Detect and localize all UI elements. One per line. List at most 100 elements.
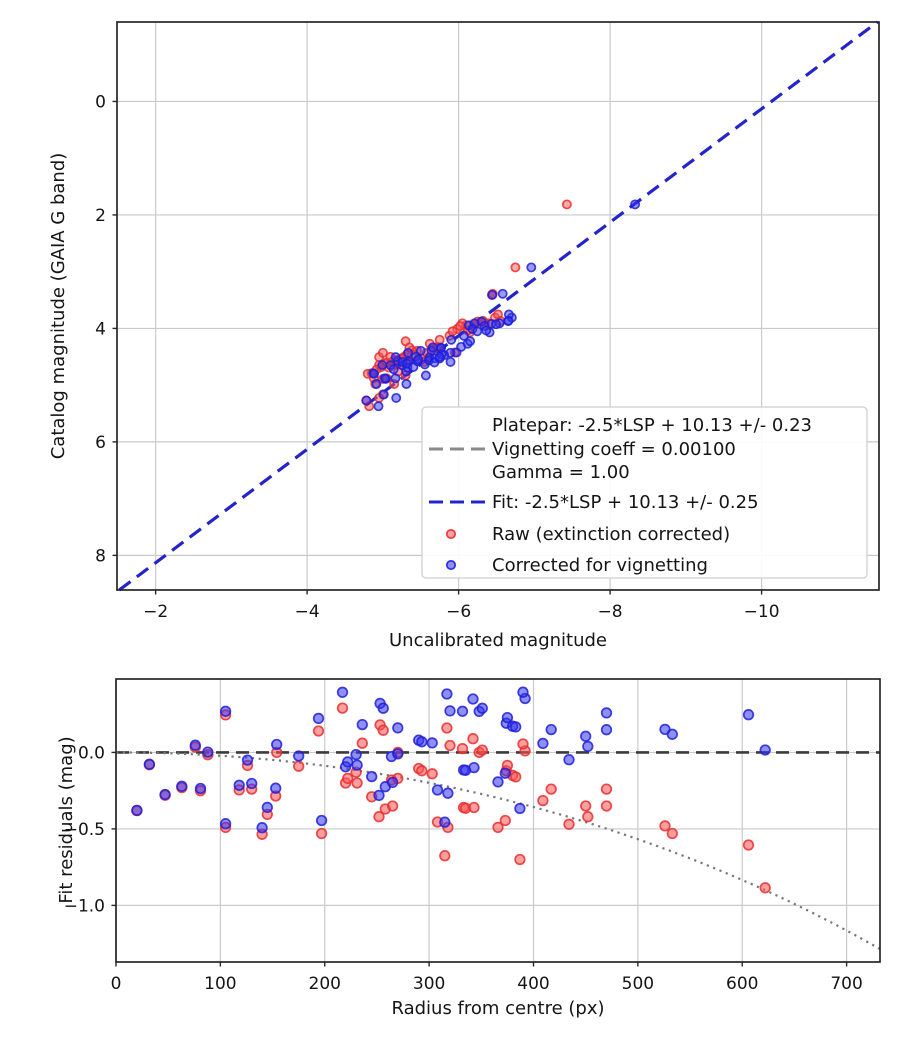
x-tick-label: 500 xyxy=(622,974,654,994)
raw-point xyxy=(510,262,521,273)
y-axis-label: Catalog magnitude (GAIA G band) xyxy=(48,153,69,460)
corrected-point xyxy=(246,777,258,790)
corrected-point xyxy=(378,389,389,400)
raw-point xyxy=(580,800,592,812)
raw-point xyxy=(356,737,368,749)
raw-point xyxy=(315,827,328,840)
corrected-point xyxy=(510,721,522,733)
legend-entry-label: Raw (extinction corrected) xyxy=(492,524,730,545)
raw-point xyxy=(441,722,453,734)
corrected-point xyxy=(426,737,438,749)
corrected-point xyxy=(666,728,678,740)
raw-point xyxy=(659,820,671,832)
corrected-point xyxy=(445,356,456,367)
corrected-point xyxy=(742,709,755,721)
fit-line xyxy=(118,20,879,592)
raw-point xyxy=(351,777,363,789)
corrected-points xyxy=(131,686,771,834)
raw-point xyxy=(582,811,594,823)
raw-point xyxy=(468,801,480,814)
corrected-point xyxy=(390,373,401,384)
corrected-point xyxy=(342,756,354,768)
axes-spines xyxy=(115,678,881,963)
corrected-point xyxy=(388,364,399,375)
raw-point xyxy=(759,882,771,894)
corrected-point xyxy=(456,341,467,352)
corrected-point xyxy=(468,761,480,774)
fit-residuals-plot: 0 100 200 300 400 500 600 700 0.0 −0.5 −1.0 Radius … xyxy=(56,678,881,1019)
raw-point xyxy=(537,794,549,807)
corrected-point xyxy=(350,748,362,761)
corrected-point xyxy=(256,822,268,834)
raw-point xyxy=(476,744,488,756)
corrected-point xyxy=(371,379,382,389)
raw-point xyxy=(386,800,399,812)
corrected-point xyxy=(537,737,549,750)
y-tick-label: 4 xyxy=(95,319,106,339)
x-tick-label: 100 xyxy=(204,974,236,994)
corrected-point xyxy=(401,379,412,389)
corrected-point xyxy=(526,262,537,273)
corrected-point xyxy=(176,780,188,792)
x-tick-label: −10 xyxy=(744,602,780,622)
raw-point xyxy=(447,326,458,337)
raw-point xyxy=(600,800,613,812)
raw-point xyxy=(336,702,349,714)
legend-entry-label: Platepar: -2.5*LSP + 10.13 +/- 0.23 xyxy=(492,415,812,436)
corrected-point xyxy=(600,724,613,736)
corrected-point xyxy=(373,401,384,412)
corrected-point xyxy=(431,784,444,796)
corrected-point xyxy=(545,723,557,736)
corrected-point xyxy=(392,748,404,760)
x-tick-label: 200 xyxy=(309,974,341,994)
corrected-point xyxy=(514,802,526,815)
corrected-point xyxy=(377,702,389,714)
legend-corrected-marker-icon xyxy=(445,559,457,571)
corrected-point xyxy=(434,351,445,362)
raw-point xyxy=(666,827,678,840)
y-tick-label: −1.0 xyxy=(64,896,105,916)
raw-point xyxy=(517,738,529,750)
corrected-point xyxy=(491,319,501,330)
corrected-point xyxy=(501,711,514,724)
corrected-point xyxy=(420,370,431,381)
axes-spines xyxy=(116,21,880,591)
raw-point xyxy=(293,760,305,772)
x-tick-label: −2 xyxy=(143,602,168,622)
x-axis-label: Radius from centre (px) xyxy=(391,998,604,1019)
corrected-point xyxy=(492,776,504,788)
raw-point xyxy=(416,765,428,777)
corrected-point xyxy=(351,759,363,771)
corrected-point xyxy=(377,360,388,370)
x-tick-label: 600 xyxy=(726,974,758,994)
corrected-point xyxy=(361,395,372,406)
x-tick-label: −6 xyxy=(446,602,471,622)
raw-point xyxy=(742,839,755,851)
legend-entry-label: Fit: -2.5*LSP + 10.13 +/- 0.25 xyxy=(492,492,759,513)
corrected-point xyxy=(456,705,469,717)
corrected-point xyxy=(517,686,529,698)
corrected-points xyxy=(361,199,641,412)
raw-point xyxy=(377,347,388,358)
raw-point xyxy=(467,733,479,745)
corrected-point xyxy=(270,782,282,794)
raw-point xyxy=(373,811,385,823)
raw-point xyxy=(499,814,511,827)
corrected-point xyxy=(458,330,469,341)
raw-point xyxy=(514,853,526,866)
y-tick-label: −0.5 xyxy=(64,820,105,840)
corrected-point xyxy=(261,801,273,814)
corrected-point xyxy=(465,336,476,347)
corrected-point xyxy=(131,804,143,817)
corrected-point xyxy=(481,325,492,336)
corrected-point xyxy=(194,782,207,795)
corrected-point xyxy=(392,722,404,734)
corrected-point xyxy=(444,705,456,717)
raw-point xyxy=(456,742,469,755)
legend: Platepar: -2.5*LSP + 10.13 +/- 0.23 Vigne… xyxy=(421,406,868,579)
corrected-point xyxy=(159,788,171,801)
raw-point xyxy=(492,821,504,834)
y-tick-label: 0.0 xyxy=(78,743,105,763)
corrected-point xyxy=(386,776,399,789)
